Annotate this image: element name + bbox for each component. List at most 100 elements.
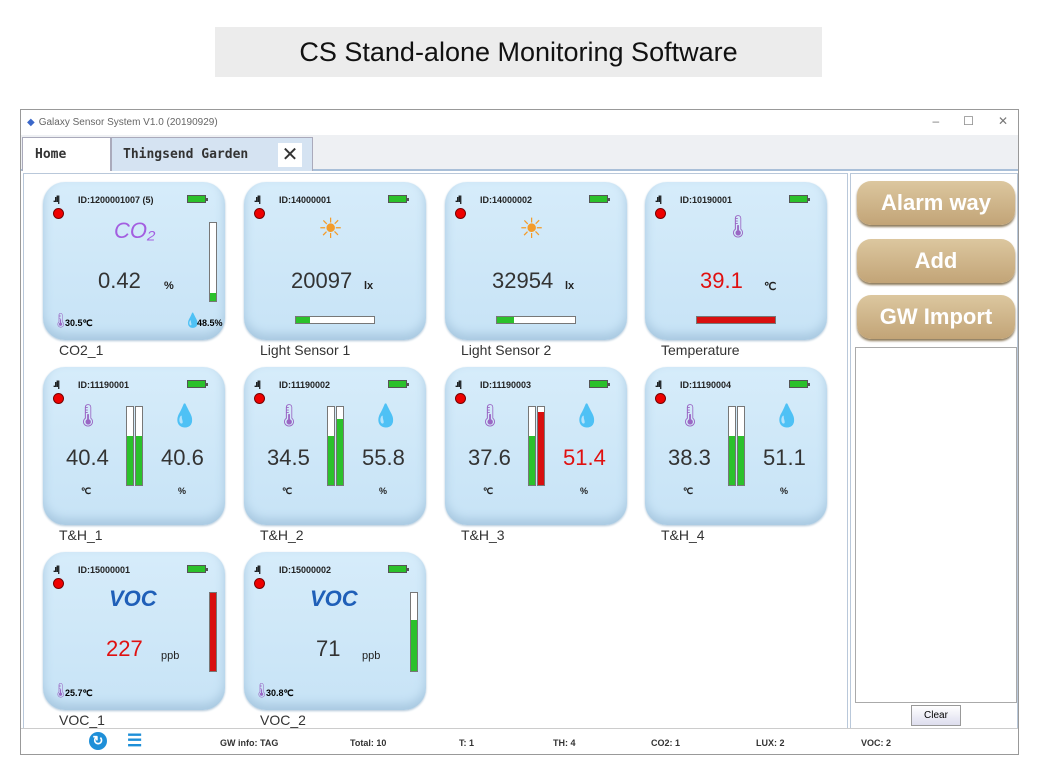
gw-import-button[interactable]: GW Import	[857, 295, 1015, 339]
battery-icon	[789, 380, 810, 388]
sun-icon: ☀	[318, 213, 344, 244]
voc-unit: ppb	[362, 650, 381, 662]
co2-level-bar	[209, 222, 217, 302]
voc-icon: VOC	[109, 586, 157, 611]
humidity-level-bar-fill	[337, 418, 343, 485]
level-bar-fill	[497, 317, 515, 323]
signal-icon: .ıl|	[655, 379, 662, 389]
voc-value: 227	[106, 636, 143, 661]
sensor-name: VOC_1	[59, 712, 105, 728]
temp-value: 38.3	[668, 445, 711, 470]
humidity-level-bar-fill	[538, 412, 544, 485]
battery-icon	[589, 380, 610, 388]
app-logo-icon: ◆	[27, 116, 35, 128]
co2-level-bar-fill	[210, 293, 216, 301]
sensor-name: T&H_2	[260, 527, 304, 543]
sensor-name: Light Sensor 2	[461, 342, 552, 358]
log-area[interactable]	[855, 347, 1017, 703]
sensor-name: Temperature	[661, 342, 740, 358]
status-dot	[254, 578, 265, 589]
sensor-id: ID:1200001007 (5)	[78, 195, 154, 205]
window-title: Galaxy Sensor System V1.0 (20190929)	[38, 116, 218, 128]
close-button[interactable]: ✕	[997, 114, 1008, 128]
thermometer-icon: 🌡	[253, 682, 271, 698]
add-button[interactable]: Add	[857, 239, 1015, 283]
voc-temp: 25.7℃	[65, 688, 93, 698]
temp-unit: ℃	[683, 486, 694, 496]
status-dot	[254, 208, 265, 219]
sensor-id: ID:11190001	[78, 380, 130, 390]
temp-level-bar	[728, 406, 736, 486]
clear-button[interactable]: Clear	[911, 705, 961, 726]
sensor-card-temperature[interactable]: .ıl| ID:10190001 🌡 39.1 ℃	[645, 182, 827, 340]
sensor-card-light-sensor-2[interactable]: .ıl| ID:14000002 ☀ 32954 lx	[445, 182, 627, 340]
temp-level-bar-fill	[729, 435, 735, 485]
voc-level-bar-fill	[210, 593, 216, 671]
total-count: Total: 10	[350, 738, 387, 748]
sensor-card-voc-1[interactable]: .ıl| ID:15000001 VOC 227 ppb 🌡 25.7℃	[43, 552, 225, 710]
co2-icon: CO₂	[114, 218, 156, 243]
signal-icon: .ıl|	[254, 564, 261, 574]
lux-unit: lx	[565, 280, 575, 292]
battery-icon	[187, 565, 208, 573]
sensor-card-co2-1[interactable]: .ıl| ID:1200001007 (5) CO₂ 0.42% 🌡 30.5℃ 💧 48.5…	[43, 182, 225, 340]
sensor-card-light-sensor-1[interactable]: .ıl| ID:14000001 ☀ 20097 lx	[244, 182, 426, 340]
battery-icon	[789, 195, 810, 203]
refresh-icon[interactable]: ↻	[89, 732, 107, 750]
sensor-id: ID:10190001	[680, 195, 733, 205]
minimize-button[interactable]: –	[932, 114, 940, 128]
sensor-id: ID:11190003	[480, 380, 532, 390]
humidity-level-bar-fill	[738, 435, 744, 485]
droplet-icon: 💧	[773, 403, 801, 428]
humidity-value: 51.1	[763, 445, 806, 470]
signal-icon: .ıl|	[455, 194, 462, 204]
temp-value: 37.6	[468, 445, 511, 470]
maximize-button[interactable]: ☐	[963, 114, 974, 128]
thermometer-icon: 🌡	[476, 403, 504, 428]
sensor-name: VOC_2	[260, 712, 306, 728]
tab-thingsend-garden[interactable]: Thingsend Garden ✕	[111, 137, 313, 171]
temp-value: 40.4	[66, 445, 109, 470]
signal-icon: .ıl|	[53, 564, 60, 574]
list-icon[interactable]: ☰	[127, 731, 143, 750]
sensor-card-th-4[interactable]: .ıl| ID:11190004 🌡 💧 38.3 51.1 ℃%	[645, 367, 827, 525]
tab-home[interactable]: Home	[22, 137, 111, 171]
signal-icon: .ıl|	[53, 194, 60, 204]
thermometer-icon: 🌡	[52, 682, 70, 698]
sensor-name: CO2_1	[59, 342, 104, 358]
voc-level-bar-fill	[411, 620, 417, 671]
sensor-card-voc-2[interactable]: .ıl| ID:15000002 VOC 71 ppb 🌡 30.8℃	[244, 552, 426, 710]
thermometer-icon: 🌡	[676, 403, 704, 428]
sensor-card-th-1[interactable]: .ıl| ID:11190001 🌡 💧 40.4 40.6 ℃%	[43, 367, 225, 525]
lux-unit: lx	[364, 280, 374, 292]
sensor-card-th-2[interactable]: .ıl| ID:11190002 🌡 💧 34.5 55.8 ℃%	[244, 367, 426, 525]
droplet-icon: 💧	[171, 403, 199, 428]
lux-count: LUX: 2	[756, 738, 785, 748]
side-panel: Alarm way Add GW Import Clear	[850, 173, 1018, 729]
status-dot	[455, 208, 466, 219]
app-window: ◆ Galaxy Sensor System V1.0 (20190929) –…	[20, 109, 1019, 755]
humidity-value: 40.6	[161, 445, 204, 470]
tab-bar: Home Thingsend Garden ✕	[21, 135, 1018, 171]
page-banner: CS Stand-alone Monitoring Software	[215, 27, 822, 77]
sensor-card-th-3[interactable]: .ıl| ID:11190003 🌡 💧 37.6 51.4 ℃%	[445, 367, 627, 525]
temp-unit: ℃	[483, 486, 494, 496]
status-dot	[53, 208, 64, 219]
temp-level-bar	[327, 406, 335, 486]
status-dot	[53, 578, 64, 589]
alarm-way-button[interactable]: Alarm way	[857, 181, 1015, 225]
humidity-level-bar	[135, 406, 143, 486]
temp-unit: ℃	[81, 486, 92, 496]
battery-icon	[388, 380, 409, 388]
sensor-id: ID:14000001	[279, 195, 332, 205]
humidity-unit: %	[580, 486, 589, 496]
battery-icon	[388, 565, 409, 573]
close-tab-icon[interactable]: ✕	[278, 143, 302, 167]
t-count: T: 1	[459, 738, 475, 748]
temp-level-bar	[528, 406, 536, 486]
humidity-level-bar	[737, 406, 745, 486]
humidity-level-bar	[336, 406, 344, 486]
droplet-icon: 💧	[573, 403, 601, 428]
sensor-id: ID:15000002	[279, 565, 332, 575]
status-dot	[655, 208, 666, 219]
